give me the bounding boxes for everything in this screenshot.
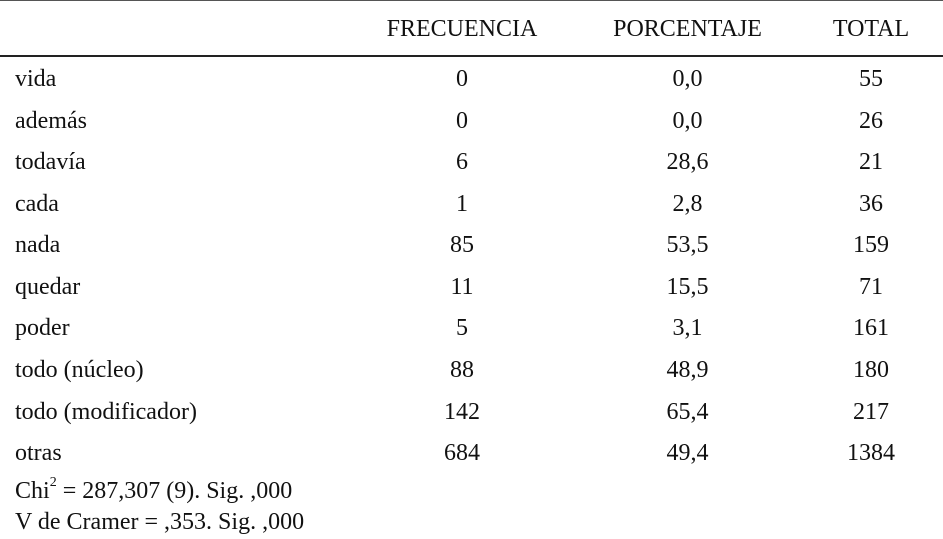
top-rule (0, 0, 943, 1)
row-porcentaje: 28,6 (666, 149, 709, 175)
row-total: 26 (859, 108, 883, 134)
row-label: nada (15, 232, 61, 258)
row-frecuencia: 11 (450, 274, 474, 300)
row-total: 217 (853, 399, 889, 425)
row-frecuencia: 6 (456, 149, 468, 175)
row-total: 71 (859, 274, 883, 300)
row-porcentaje: 0,0 (672, 108, 703, 134)
table-row: quedar 11 15,5 71 (0, 267, 943, 307)
table-row: cada 1 2,8 36 (0, 184, 943, 224)
row-frecuencia: 0 (456, 66, 468, 92)
row-porcentaje: 3,1 (672, 315, 703, 341)
row-total: 21 (859, 149, 883, 175)
table-row: además 0 0,0 26 (0, 101, 943, 141)
row-total: 1384 (847, 440, 895, 466)
row-label: otras (15, 440, 62, 466)
row-label: todo (modificador) (15, 399, 197, 425)
row-frecuencia: 684 (444, 440, 480, 466)
table-row: poder 5 3,1 161 (0, 308, 943, 348)
row-porcentaje: 2,8 (672, 191, 703, 217)
row-porcentaje: 0,0 (672, 66, 703, 92)
table-row: otras 684 49,4 1384 (0, 433, 943, 473)
header-frecuencia: FRECUENCIA (386, 16, 538, 42)
row-frecuencia: 88 (450, 357, 474, 383)
row-label: todavía (15, 149, 86, 175)
table-row: todo (núcleo) 88 48,9 180 (0, 350, 943, 390)
row-frecuencia: 5 (456, 315, 468, 341)
row-frecuencia: 142 (444, 399, 480, 425)
header-total: TOTAL (832, 16, 910, 42)
row-frecuencia: 1 (456, 191, 468, 217)
row-label: todo (núcleo) (15, 357, 144, 383)
row-label: vida (15, 66, 57, 92)
row-label: poder (15, 315, 70, 341)
row-total: 161 (853, 315, 889, 341)
row-total: 180 (853, 357, 889, 383)
header-porcentaje: PORCENTAJE (613, 16, 762, 42)
row-label: cada (15, 191, 59, 217)
row-frecuencia: 85 (450, 232, 474, 258)
chi-exponent: 2 (49, 475, 57, 490)
row-porcentaje: 65,4 (666, 399, 709, 425)
cramer-footnote: V de Cramer = ,353. Sig. ,000 (15, 509, 305, 535)
table-row: todo (modificador) 142 65,4 217 (0, 392, 943, 432)
row-total: 36 (859, 191, 883, 217)
row-label: quedar (15, 274, 81, 300)
row-total: 159 (853, 232, 889, 258)
header-rule (0, 55, 943, 57)
table-row: vida 0 0,0 55 (0, 59, 943, 99)
row-total: 55 (859, 66, 883, 92)
table-row: todavía 6 28,6 21 (0, 142, 943, 182)
chi-square-footnote: Chi2 = 287,307 (9). Sig. ,000 (15, 475, 292, 507)
row-porcentaje: 48,9 (666, 357, 709, 383)
chi-rest: = 287,307 (9). Sig. ,000 (56, 478, 293, 504)
row-porcentaje: 15,5 (666, 274, 709, 300)
row-frecuencia: 0 (456, 108, 468, 134)
chi-prefix: Chi (15, 478, 50, 504)
row-porcentaje: 49,4 (666, 440, 709, 466)
row-porcentaje: 53,5 (666, 232, 709, 258)
row-label: además (15, 108, 87, 134)
table-header-row: FRECUENCIA PORCENTAJE TOTAL (0, 0, 943, 58)
table-row: nada 85 53,5 159 (0, 225, 943, 265)
